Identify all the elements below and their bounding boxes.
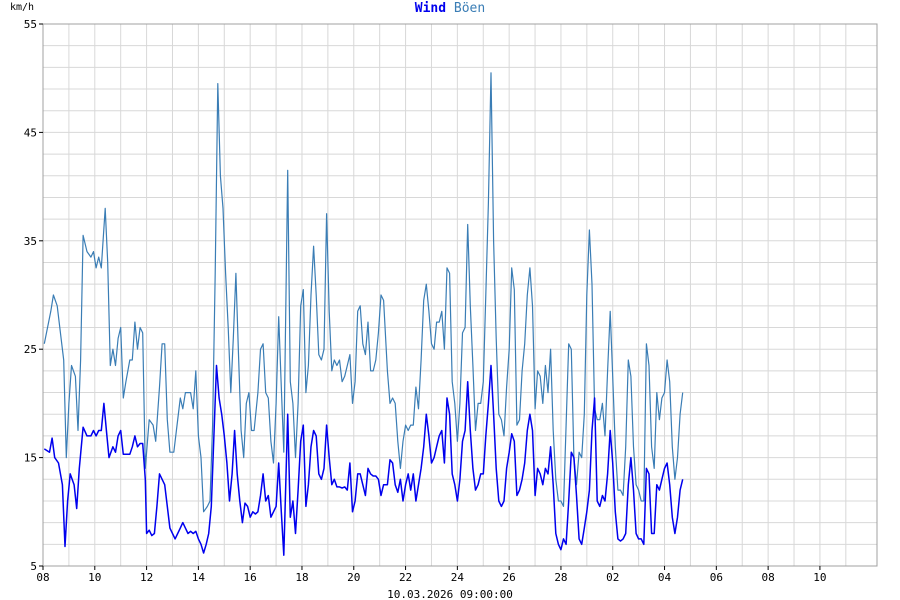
x-tick-label: 28: [554, 571, 567, 584]
chart-axes: [42, 23, 878, 567]
chart-timestamp: 10.03.2026 09:00:00: [387, 588, 513, 600]
x-tick-label: 20: [347, 571, 360, 584]
series-line-böen: [43, 72, 684, 513]
y-tick-label: 25: [24, 343, 37, 356]
series-lines: [43, 72, 684, 556]
y-axis-unit: km/h: [10, 2, 34, 13]
plot-frame: [42, 23, 878, 567]
y-tick-label: 15: [24, 452, 37, 465]
x-tick-labels: 08 10 12 14 16 18 20 22 24 26 28 02 04 06 08 10: [36, 566, 827, 584]
x-tick-label: 06: [710, 571, 723, 584]
y-tick-label: 55: [24, 18, 37, 31]
x-tick-label: 24: [451, 571, 465, 584]
series-line-wind: [43, 364, 684, 556]
x-tick-label: 16: [244, 571, 257, 584]
x-tick-label: 02: [606, 571, 619, 584]
x-tick-label: 08: [36, 571, 49, 584]
x-tick-label: 12: [140, 571, 153, 584]
x-tick-label: 08: [762, 571, 775, 584]
x-tick-label: 04: [658, 571, 672, 584]
y-tick-label: 5: [30, 560, 37, 573]
x-tick-label: 10: [88, 571, 101, 584]
x-tick-label: 26: [503, 571, 516, 584]
grid-lines: [43, 24, 877, 566]
y-tick-labels: 5 15 25 35 45 55: [24, 18, 43, 573]
x-tick-label: 22: [399, 571, 412, 584]
y-tick-label: 35: [24, 235, 37, 248]
x-tick-label: 10: [813, 571, 826, 584]
x-tick-label: 18: [295, 571, 308, 584]
chart-title: Wind Böen: [415, 1, 485, 16]
title-part: Wind: [415, 1, 446, 16]
title-part: Böen: [446, 1, 485, 16]
x-tick-label: 14: [192, 571, 206, 584]
y-tick-label: 45: [24, 126, 37, 139]
